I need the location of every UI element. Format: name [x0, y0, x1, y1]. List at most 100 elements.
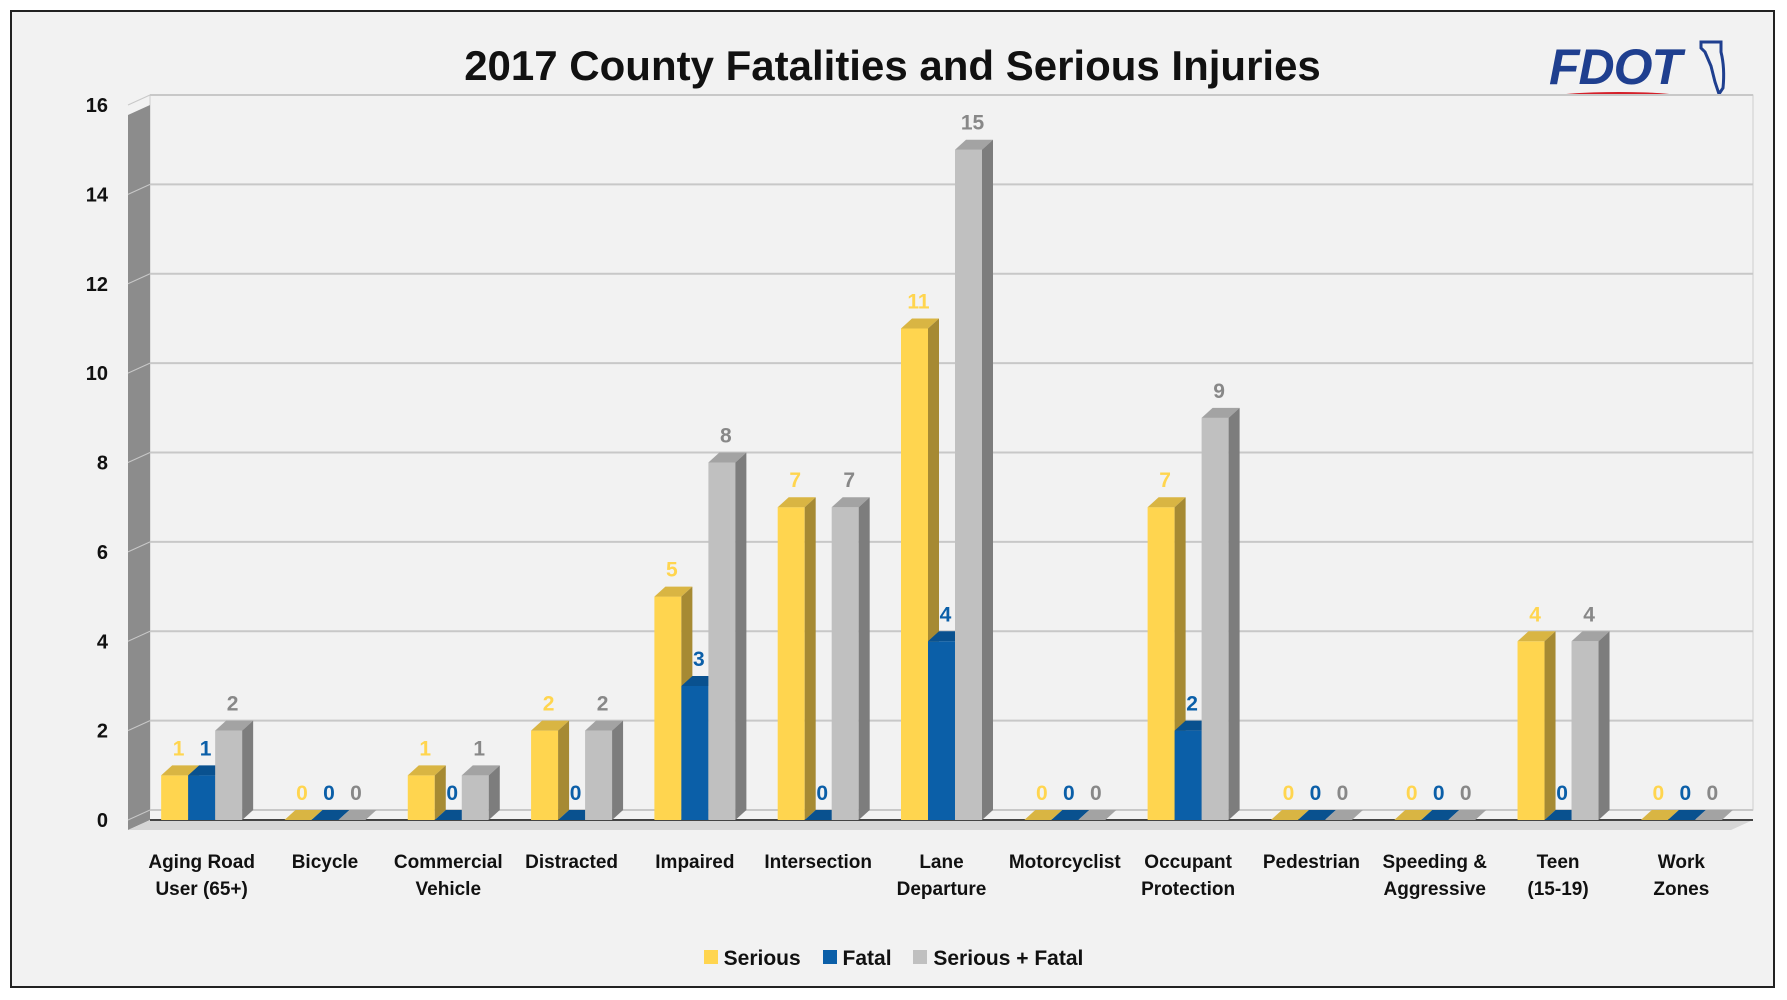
bar-serious: [407, 775, 435, 820]
data-label: 3: [693, 648, 705, 671]
bar-serious: [531, 730, 559, 820]
data-label: 0: [1707, 782, 1719, 805]
bar-serious: [161, 775, 189, 820]
bar-top: [1051, 810, 1090, 820]
gridline-side: [127, 94, 151, 106]
data-label: 0: [1406, 782, 1418, 805]
bar-serious: [1517, 641, 1545, 820]
data-label: 0: [446, 782, 458, 805]
data-label: 0: [1653, 782, 1665, 805]
bar-side: [1598, 631, 1610, 820]
y-tick-label: 0: [97, 810, 108, 832]
legend-label-serious-fatal: Serious + Fatal: [933, 947, 1084, 970]
bar-serious: [901, 328, 928, 820]
x-tick-label: Pedestrian: [1263, 852, 1360, 873]
gridline-side: [127, 452, 151, 463]
bar-top: [407, 765, 446, 776]
x-tick-label: Departure: [897, 879, 987, 900]
fdot-logo-text: FDOT: [1549, 39, 1682, 95]
x-tick-label: Aging Road: [148, 852, 255, 873]
data-label: 2: [227, 693, 239, 716]
x-tick-label: Distracted: [525, 852, 618, 873]
gridline-side: [127, 183, 151, 195]
bar-top: [1667, 810, 1706, 820]
gridline-side: [127, 541, 151, 553]
x-tick-label: Zones: [1653, 879, 1709, 900]
bar-top: [1421, 810, 1460, 820]
bar-serious-fatal: [585, 730, 613, 820]
y-tick-label: 6: [97, 542, 108, 564]
x-tick-label: Occupant: [1144, 852, 1232, 873]
bar-top: [1297, 810, 1336, 820]
y-tick-label: 16: [86, 95, 108, 117]
bar-top: [1394, 810, 1433, 820]
bar-top: [1270, 810, 1309, 820]
bar-fatal: [681, 685, 709, 820]
legend-item-serious-fatal: Serious + Fatal: [913, 947, 1083, 971]
data-label: 4: [1529, 603, 1541, 626]
x-tick-label: Speeding &: [1382, 852, 1487, 873]
y-tick-label: 2: [97, 721, 108, 743]
x-tick-label: Commercial: [394, 852, 503, 873]
y-tick-label: 10: [86, 363, 108, 385]
data-label: 15: [961, 112, 985, 135]
data-label: 1: [173, 737, 185, 760]
fdot-logo: FDOT: [1548, 30, 1739, 110]
plot-side-wall: [128, 105, 150, 830]
data-label: 4: [940, 603, 952, 626]
bar-top: [708, 452, 747, 463]
x-tick-label: (15-19): [1527, 879, 1588, 900]
y-tick-label: 8: [97, 453, 108, 475]
x-tick-label: Motorcyclist: [1009, 852, 1122, 873]
bar-serious-fatal: [831, 507, 859, 820]
plot-floor: [128, 820, 1753, 830]
gridline-side: [127, 809, 151, 821]
bar-serious-fatal: [215, 730, 243, 820]
bar-top: [311, 810, 350, 820]
data-label: 7: [789, 469, 801, 492]
x-tick-label: Aggressive: [1384, 879, 1486, 900]
gridline-side: [127, 362, 151, 374]
chart-legend: Serious Fatal Serious + Fatal: [0, 947, 1787, 971]
legend-swatch-serious: [703, 950, 718, 965]
bar-top: [1517, 631, 1556, 642]
bar-serious-fatal: [708, 462, 736, 820]
bar-serious: [654, 596, 682, 820]
bar-top: [1078, 810, 1117, 820]
bar-serious-fatal: [955, 149, 982, 820]
gridline-side: [127, 273, 151, 285]
data-label: 0: [1090, 782, 1102, 805]
gridline-side: [127, 630, 151, 642]
bar-top: [1448, 810, 1487, 820]
bar-top: [284, 810, 323, 820]
data-label: 0: [1433, 782, 1445, 805]
bar-side: [434, 765, 446, 820]
bar-top: [338, 810, 377, 820]
data-label: 1: [200, 737, 212, 760]
bar-top: [461, 765, 500, 776]
bar-side: [804, 497, 816, 820]
bar-top: [1201, 407, 1240, 418]
data-label: 0: [296, 782, 308, 805]
bar-serious: [777, 507, 805, 820]
bar-top: [531, 720, 570, 731]
data-label: 0: [1337, 782, 1349, 805]
bar-side: [735, 452, 747, 820]
bar-serious-fatal: [1201, 417, 1229, 820]
data-label: 0: [1283, 782, 1295, 805]
bar-top: [585, 720, 624, 731]
x-tick-label: User (65+): [155, 879, 247, 900]
data-label: 7: [1159, 469, 1171, 492]
data-label: 11: [907, 290, 930, 313]
florida-outline-icon: [1699, 40, 1726, 98]
data-label: 5: [666, 559, 678, 582]
chart-title: 2017 County Fatalities and Serious Injur…: [464, 42, 1321, 89]
data-label: 0: [350, 782, 362, 805]
legend-label-serious: Serious: [723, 947, 801, 970]
bar-serious: [1147, 507, 1175, 820]
data-label: 0: [1063, 782, 1075, 805]
bar-side: [1544, 631, 1556, 820]
x-tick-label: Intersection: [764, 852, 872, 873]
bar-side: [558, 720, 570, 820]
bar-top: [1571, 631, 1610, 642]
